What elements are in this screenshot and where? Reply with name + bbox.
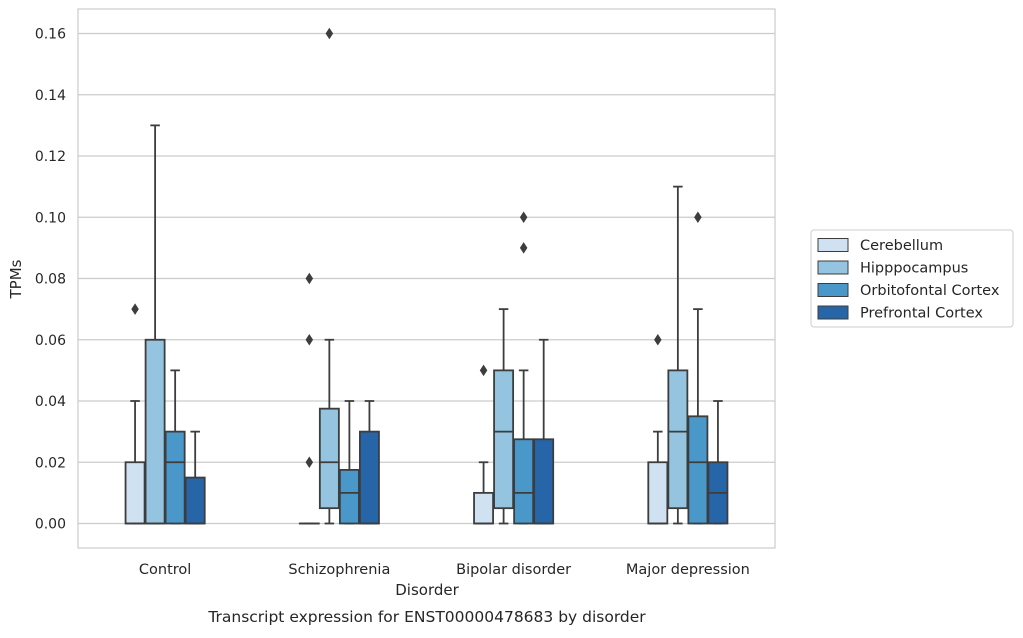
box-body (514, 439, 533, 523)
legend-label: Orbitofontal Cortex (860, 283, 1000, 299)
y-tick-label: 0.16 (35, 27, 66, 43)
box-body (534, 439, 553, 523)
legend-swatch (818, 306, 848, 319)
legend-item: Orbitofontal Cortex (818, 283, 1000, 299)
box-body (126, 462, 145, 523)
y-tick-label: 0.08 (35, 272, 66, 288)
box-body (474, 493, 493, 524)
y-tick-label: 0.02 (35, 455, 66, 471)
y-tick-label: 0.04 (35, 394, 66, 410)
box-body (186, 478, 205, 524)
y-tick-label: 0.10 (35, 210, 66, 226)
x-tick-label: Bipolar disorder (456, 562, 571, 578)
y-axis-label: TPMs (7, 259, 25, 299)
y-tick-label: 0.00 (35, 517, 66, 533)
box-body (688, 416, 707, 523)
legend: Cerebellum Hipppocampus Orbitofontal Corte… (811, 230, 1013, 327)
x-tick-label: Control (139, 562, 191, 578)
legend-item: Hipppocampus (818, 261, 968, 277)
legend-swatch (818, 239, 848, 252)
legend-swatch (818, 261, 848, 274)
x-tick-label: Major depression (626, 562, 750, 578)
box-body (360, 432, 379, 524)
x-axis-label: Disorder (395, 581, 459, 599)
legend-label: Hipppocampus (860, 261, 968, 277)
legend-label: Cerebellum (860, 238, 943, 254)
y-tick-label: 0.12 (35, 149, 66, 165)
box-body (494, 370, 513, 508)
box-body (668, 370, 687, 508)
x-tick-label: Schizophrenia (288, 562, 390, 578)
legend-label: Prefrontal Cortex (860, 306, 983, 322)
y-tick-labels: 0.00 0.02 0.04 0.06 0.08 0.10 0.12 0.14 0.16 (35, 27, 66, 533)
y-tick-label: 0.14 (35, 88, 66, 104)
legend-swatch (818, 284, 848, 297)
legend-item: Cerebellum (818, 238, 943, 254)
box-body (648, 462, 667, 523)
y-tick-label: 0.06 (35, 333, 66, 349)
box-body (166, 432, 185, 524)
box-body (320, 409, 339, 509)
legend-item: Prefrontal Cortex (818, 306, 983, 322)
box-body (340, 470, 359, 524)
chart-caption: Transcript expression for ENST0000047868… (207, 608, 646, 626)
box-body (146, 340, 165, 524)
